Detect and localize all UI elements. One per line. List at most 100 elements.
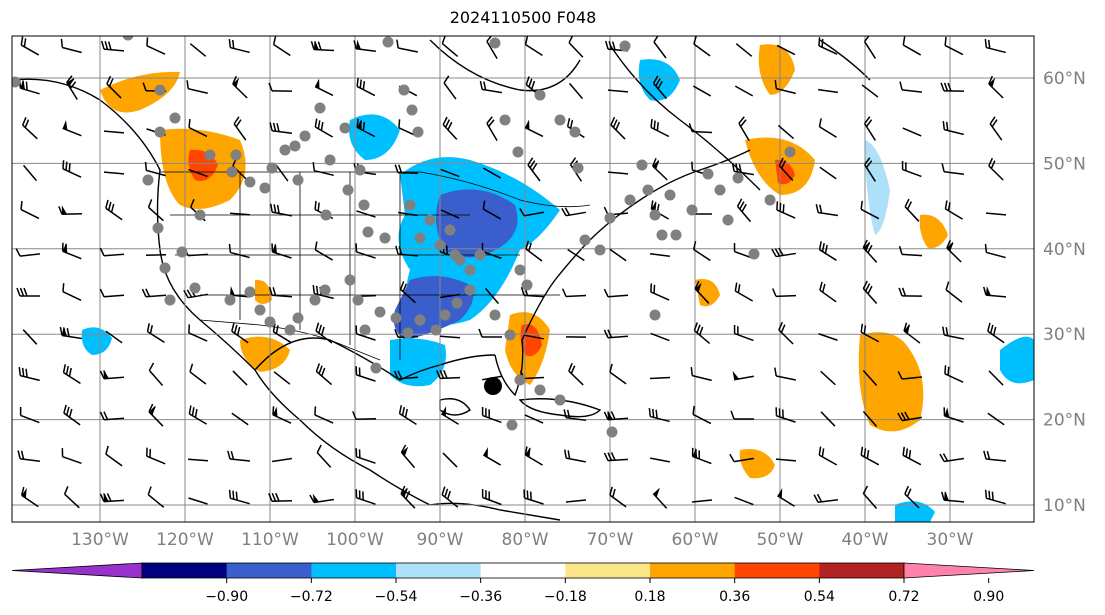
wind-barb [568,362,584,386]
wind-barb [314,118,334,138]
lat-label: 30°N [1043,325,1086,345]
station-dot [489,37,501,49]
wind-barb [393,370,419,380]
wind-barb [400,485,416,509]
wind-barb [603,329,629,339]
station-dot [514,264,526,276]
coastline-labrador [609,44,761,191]
station-dot [379,232,391,244]
colorbar-tick-label: 0.18 [634,589,665,605]
wind-barb [187,458,209,462]
blue-region-se-corner [895,501,935,522]
wind-barb [771,247,796,258]
wind-barb [396,39,418,53]
wind-barb [99,247,125,257]
station-dot [464,264,476,276]
orange-region-mid-atlantic [695,279,720,307]
wind-barb [899,81,923,93]
colorbar-tick-label: −0.36 [459,589,502,605]
wind-barb [19,79,40,95]
wind-barb [186,80,208,94]
station-dot [649,209,661,221]
station-dot [636,159,648,171]
wind-barb [942,326,964,340]
lon-label: 100°W [326,530,384,550]
wind-barb [609,248,627,262]
wind-barb [862,411,878,427]
wind-barb [688,123,713,134]
wind-barb [19,406,40,424]
wind-barb [355,325,376,341]
wind-barb [355,489,376,505]
wind-barb [62,283,82,301]
wind-barb [815,203,838,217]
station-dot [299,130,311,142]
wind-barb [775,458,797,462]
wind-barb [18,367,40,382]
wind-barb [268,82,293,92]
wind-barb [904,198,920,222]
wind-barb [897,411,922,422]
colorbar-max-extension [903,562,1035,579]
station-dot [534,89,546,101]
wind-barb [232,75,248,99]
wind-barb [983,286,1007,298]
station-dot [664,189,676,201]
station-dot [604,212,616,224]
station-dot [656,229,668,241]
wind-barb [609,363,627,385]
wind-barb [20,486,39,508]
wind-barb [898,287,923,297]
wind-barb [694,280,710,304]
wind-barb [863,36,877,59]
station-dot [722,214,734,226]
station-dot [284,324,296,336]
wind-barb [942,121,964,136]
lon-label: 70°W [587,530,634,550]
wind-barb [144,161,166,177]
wind-barb [902,127,922,137]
wind-barb [228,38,250,54]
wind-barb [486,36,498,59]
wind-barb [231,322,249,344]
wind-barb [650,332,670,342]
wind-barb [945,281,963,303]
wind-barb [987,322,1005,344]
lon-label: 120°W [156,530,214,550]
wind-barb [984,38,1006,54]
station-dot [514,374,526,386]
wind-barb [442,116,458,140]
wind-barb [314,78,334,97]
wind-barb [227,450,251,462]
wind-barb [99,411,125,421]
coastline-north-america-west [12,78,431,506]
wind-barb [146,37,166,55]
wind-barb [524,414,544,424]
wind-barb [734,282,754,302]
wind-barb [813,493,839,503]
colorbar-segment [819,563,905,578]
station-dot [512,146,524,158]
station-dot [264,316,276,328]
gridlines [12,36,1034,522]
wind-barb [20,36,40,56]
colorbar-segment [311,563,397,578]
wind-barb [607,171,629,175]
orange-region-great-basin [255,279,272,304]
wind-barb [729,453,754,463]
wind-barb [818,446,838,466]
station-dot [414,232,426,244]
wind-barb [314,406,334,424]
station-dot [424,214,436,226]
wind-barb [777,488,795,507]
wind-barb [188,118,208,138]
wind-barb [441,486,459,508]
wind-barb [862,280,878,304]
station-dot [289,140,301,152]
station-dot [732,172,744,184]
station-dot [649,309,661,321]
station-dot [320,209,332,221]
wind-barb [398,405,417,426]
station-dot [748,248,760,260]
wind-barb [60,38,82,54]
